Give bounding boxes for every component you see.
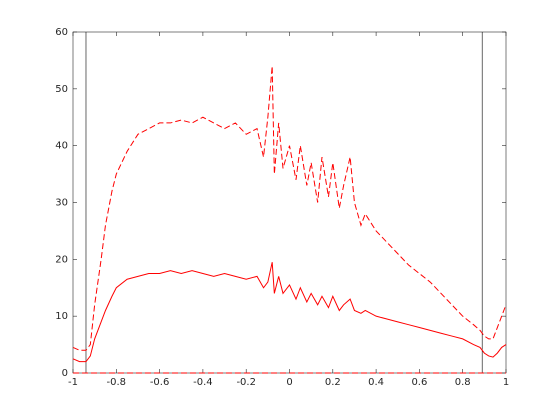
x-tick-label: 0.8 [455,377,471,388]
plot-frame [72,31,507,374]
x-tick-label: -0.8 [107,377,127,388]
x-tick-label: 1 [503,377,509,388]
y-tick-label: 40 [55,141,68,152]
x-tick-label: 0.4 [368,377,384,388]
x-tick-label: -0.6 [150,377,170,388]
x-tick-label: 0 [286,377,292,388]
y-tick-label: 30 [55,198,68,209]
x-tick-label: -0.4 [193,377,213,388]
y-tick-label: 0 [62,368,68,379]
x-tick-label: 0.6 [411,377,427,388]
y-tick-label: 20 [55,254,68,265]
x-tick-label: -1 [68,377,78,388]
line [72,262,507,363]
y-tick-label: 10 [55,311,68,322]
x-tick-label: -0.2 [236,377,256,388]
x-tick-label: 0.2 [325,377,341,388]
line [72,66,507,351]
y-tick-label: 50 [55,84,68,95]
y-tick-label: 60 [55,27,68,38]
